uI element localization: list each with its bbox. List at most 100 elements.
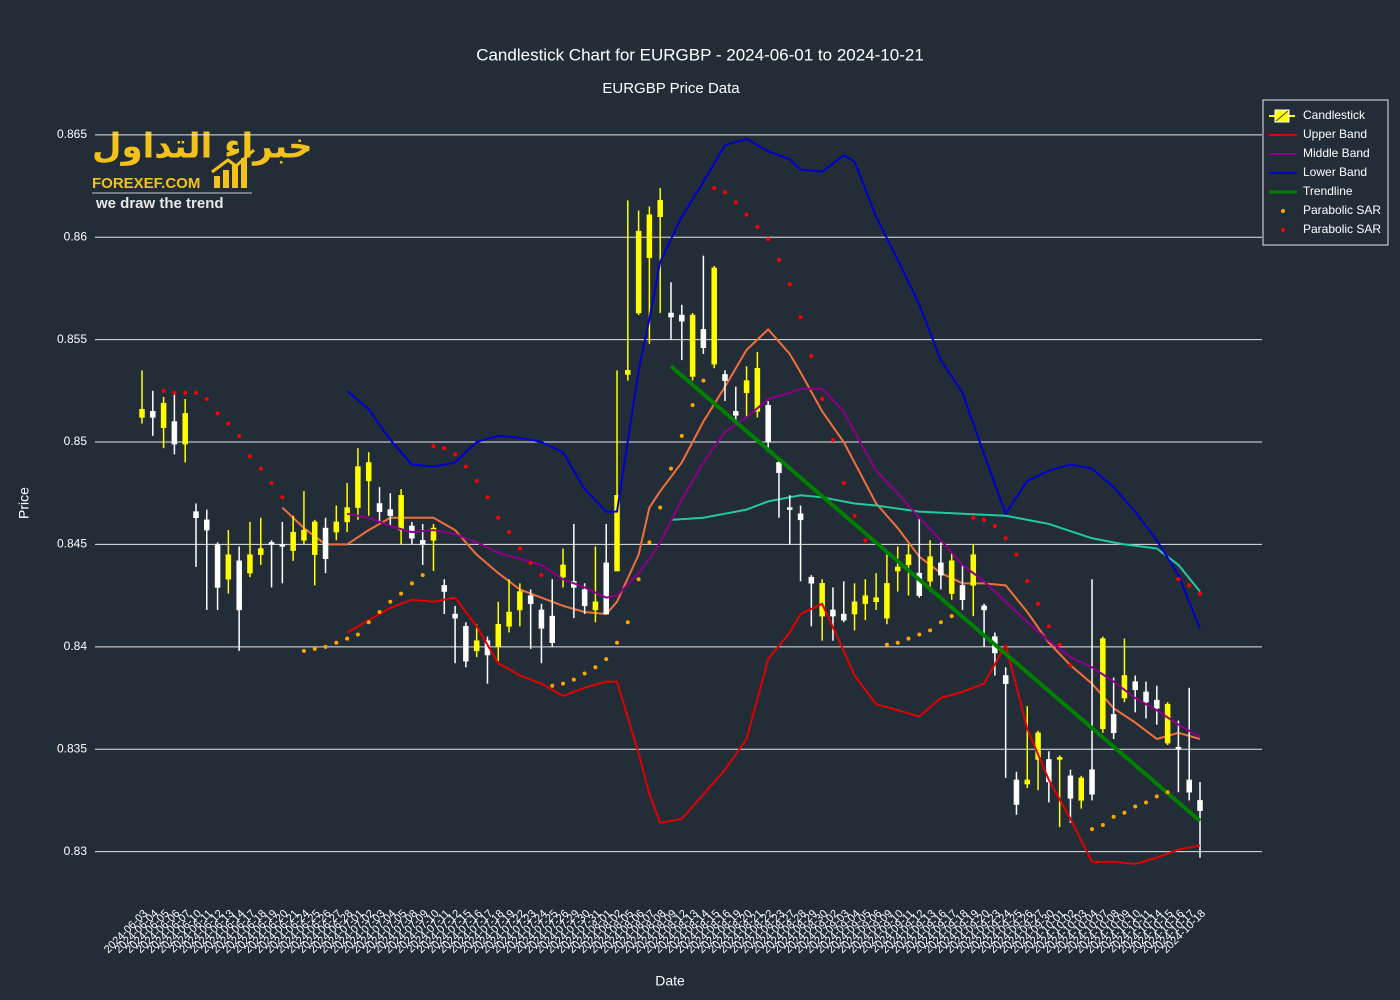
logo-site: FOREXEF.COM [92, 175, 200, 192]
candle-body [1067, 775, 1074, 799]
sar-dot [420, 573, 425, 578]
sar-dot [442, 446, 447, 451]
logo-bar [214, 176, 220, 188]
logo: خبراء التداول FOREXEF.COM we draw the tr… [92, 127, 313, 212]
y-tick-label: 0.855 [57, 332, 87, 346]
sar-dot [809, 354, 814, 358]
candle-body [981, 605, 987, 611]
legend-label: Upper Band [1303, 127, 1367, 141]
sar-dot [776, 257, 781, 262]
candle-body [139, 408, 145, 418]
sar-dot [1198, 591, 1202, 596]
sar-dot [593, 665, 598, 670]
sar-dot [474, 478, 479, 483]
candle-body [625, 370, 631, 375]
legend-symbol [1281, 228, 1285, 232]
line-series [281, 328, 1201, 740]
candle-body [830, 609, 836, 617]
candle-body [365, 462, 372, 482]
legend-label: Parabolic SAR [1303, 222, 1381, 236]
candle-body [1089, 769, 1095, 795]
logo-bar [223, 170, 229, 188]
sar-dot [755, 224, 760, 229]
sar-dot [938, 620, 943, 625]
sar-dot [647, 540, 652, 545]
candle-body [1002, 675, 1009, 684]
sar-dot [1003, 536, 1008, 541]
sar-dot [1165, 790, 1170, 795]
candle-body [733, 411, 739, 416]
legend-label: Middle Band [1303, 146, 1370, 160]
y-tick-label: 0.845 [57, 537, 87, 551]
sar-dot [582, 671, 587, 676]
logo-arabic: خبراء التداول [92, 127, 313, 167]
line-series [346, 137, 1201, 629]
candle-body [862, 595, 869, 605]
legend-label: Lower Band [1303, 165, 1367, 179]
candle-body [560, 564, 566, 578]
candle-body [193, 511, 199, 519]
sar-dot [1176, 577, 1181, 582]
sar-dot [161, 388, 166, 393]
sar-dot [453, 452, 458, 457]
chart-subtitle: EURGBP Price Data [602, 80, 740, 97]
sar-dot [409, 581, 414, 586]
sar-dot [1057, 642, 1062, 647]
sar-dot [1068, 663, 1073, 668]
sar-dot [884, 642, 889, 647]
sar-dot [820, 397, 825, 402]
candle-body [722, 374, 728, 381]
sar-dot [280, 495, 285, 500]
candle-body [884, 583, 890, 619]
candle-body [311, 521, 318, 555]
logo-arrow [211, 148, 255, 174]
logo-bar [241, 158, 247, 188]
chart-title: Candlestick Chart for EURGBP - 2024-06-0… [476, 45, 924, 64]
sar-dot [1090, 827, 1095, 832]
sar-dot [204, 397, 209, 402]
sar-dot [550, 683, 555, 688]
candle-body [538, 609, 545, 629]
sar-dot [928, 628, 933, 633]
sar-dot [539, 573, 544, 578]
candle-body [938, 562, 944, 576]
candle-body [894, 566, 901, 572]
sar-dot [712, 186, 717, 191]
sar-dot [744, 212, 749, 217]
candle-body [959, 585, 966, 600]
candle-body [1100, 638, 1106, 729]
candle-body [214, 544, 221, 588]
sar-dot [172, 390, 177, 395]
sar-dot [971, 515, 976, 520]
sar-dot [399, 591, 404, 596]
legend: Candlestick Upper Band Middle Band Lower Ba… [1262, 99, 1389, 246]
candle-body [225, 554, 232, 580]
y-tick-label: 0.835 [57, 741, 87, 755]
candle-body [171, 421, 178, 445]
y-tick-label: 0.86 [64, 229, 88, 243]
candle-body [592, 601, 599, 611]
candle-body [150, 411, 156, 418]
legend-label: Candlestick [1303, 108, 1366, 122]
candle-body [776, 462, 782, 473]
sar-dot [528, 560, 533, 565]
legend-label: Parabolic SAR [1303, 203, 1381, 217]
candle-body [689, 314, 696, 377]
sar-dot [485, 495, 490, 500]
candle-body [527, 595, 534, 605]
candle-body [258, 548, 264, 555]
candle-body [355, 466, 361, 508]
candle-body [236, 560, 242, 611]
sar-dot [247, 454, 252, 459]
sar-dot [1111, 814, 1116, 819]
sar-dot [388, 599, 393, 604]
candle-body [387, 509, 394, 516]
sar-dot [830, 437, 835, 442]
sar-dot [798, 315, 803, 320]
sar-dot [615, 640, 620, 645]
candle-body [614, 495, 620, 572]
candle-body [970, 554, 977, 586]
candle-body [495, 624, 502, 648]
sar-dot [517, 546, 522, 551]
sar-dot [334, 640, 339, 645]
